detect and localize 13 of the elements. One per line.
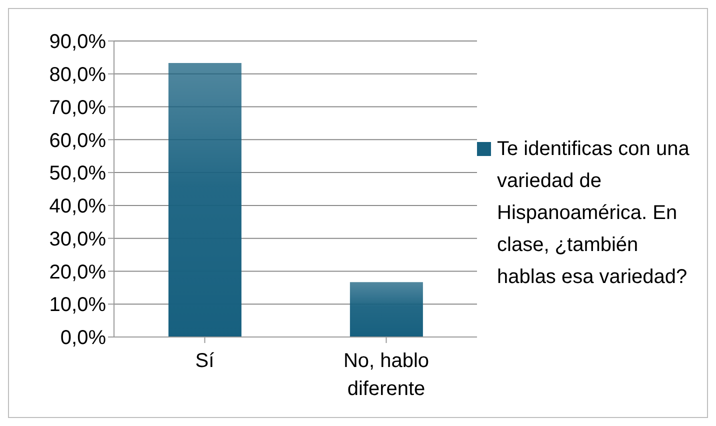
y-tick-label: 30,0% xyxy=(49,228,106,250)
y-tick-label: 0,0% xyxy=(60,327,106,350)
x-tick-label: No, hablo diferente xyxy=(343,350,430,400)
y-tick-label: 10,0% xyxy=(49,294,106,316)
y-tick-label: 70,0% xyxy=(49,96,106,119)
y-tick-label: 60,0% xyxy=(49,130,106,152)
y-tick-label: 50,0% xyxy=(49,162,106,185)
y-tick-label: 90,0% xyxy=(49,31,106,54)
y-tick-label: 80,0% xyxy=(49,64,106,86)
y-tick-label: 20,0% xyxy=(49,261,106,284)
x-tick-label: Sí xyxy=(195,350,215,372)
y-tick-label: 40,0% xyxy=(49,196,106,218)
legend-label: Te identificas con una variedad de Hispanoamérica. En clase, ¿también hablas esa variedad? xyxy=(497,137,690,290)
